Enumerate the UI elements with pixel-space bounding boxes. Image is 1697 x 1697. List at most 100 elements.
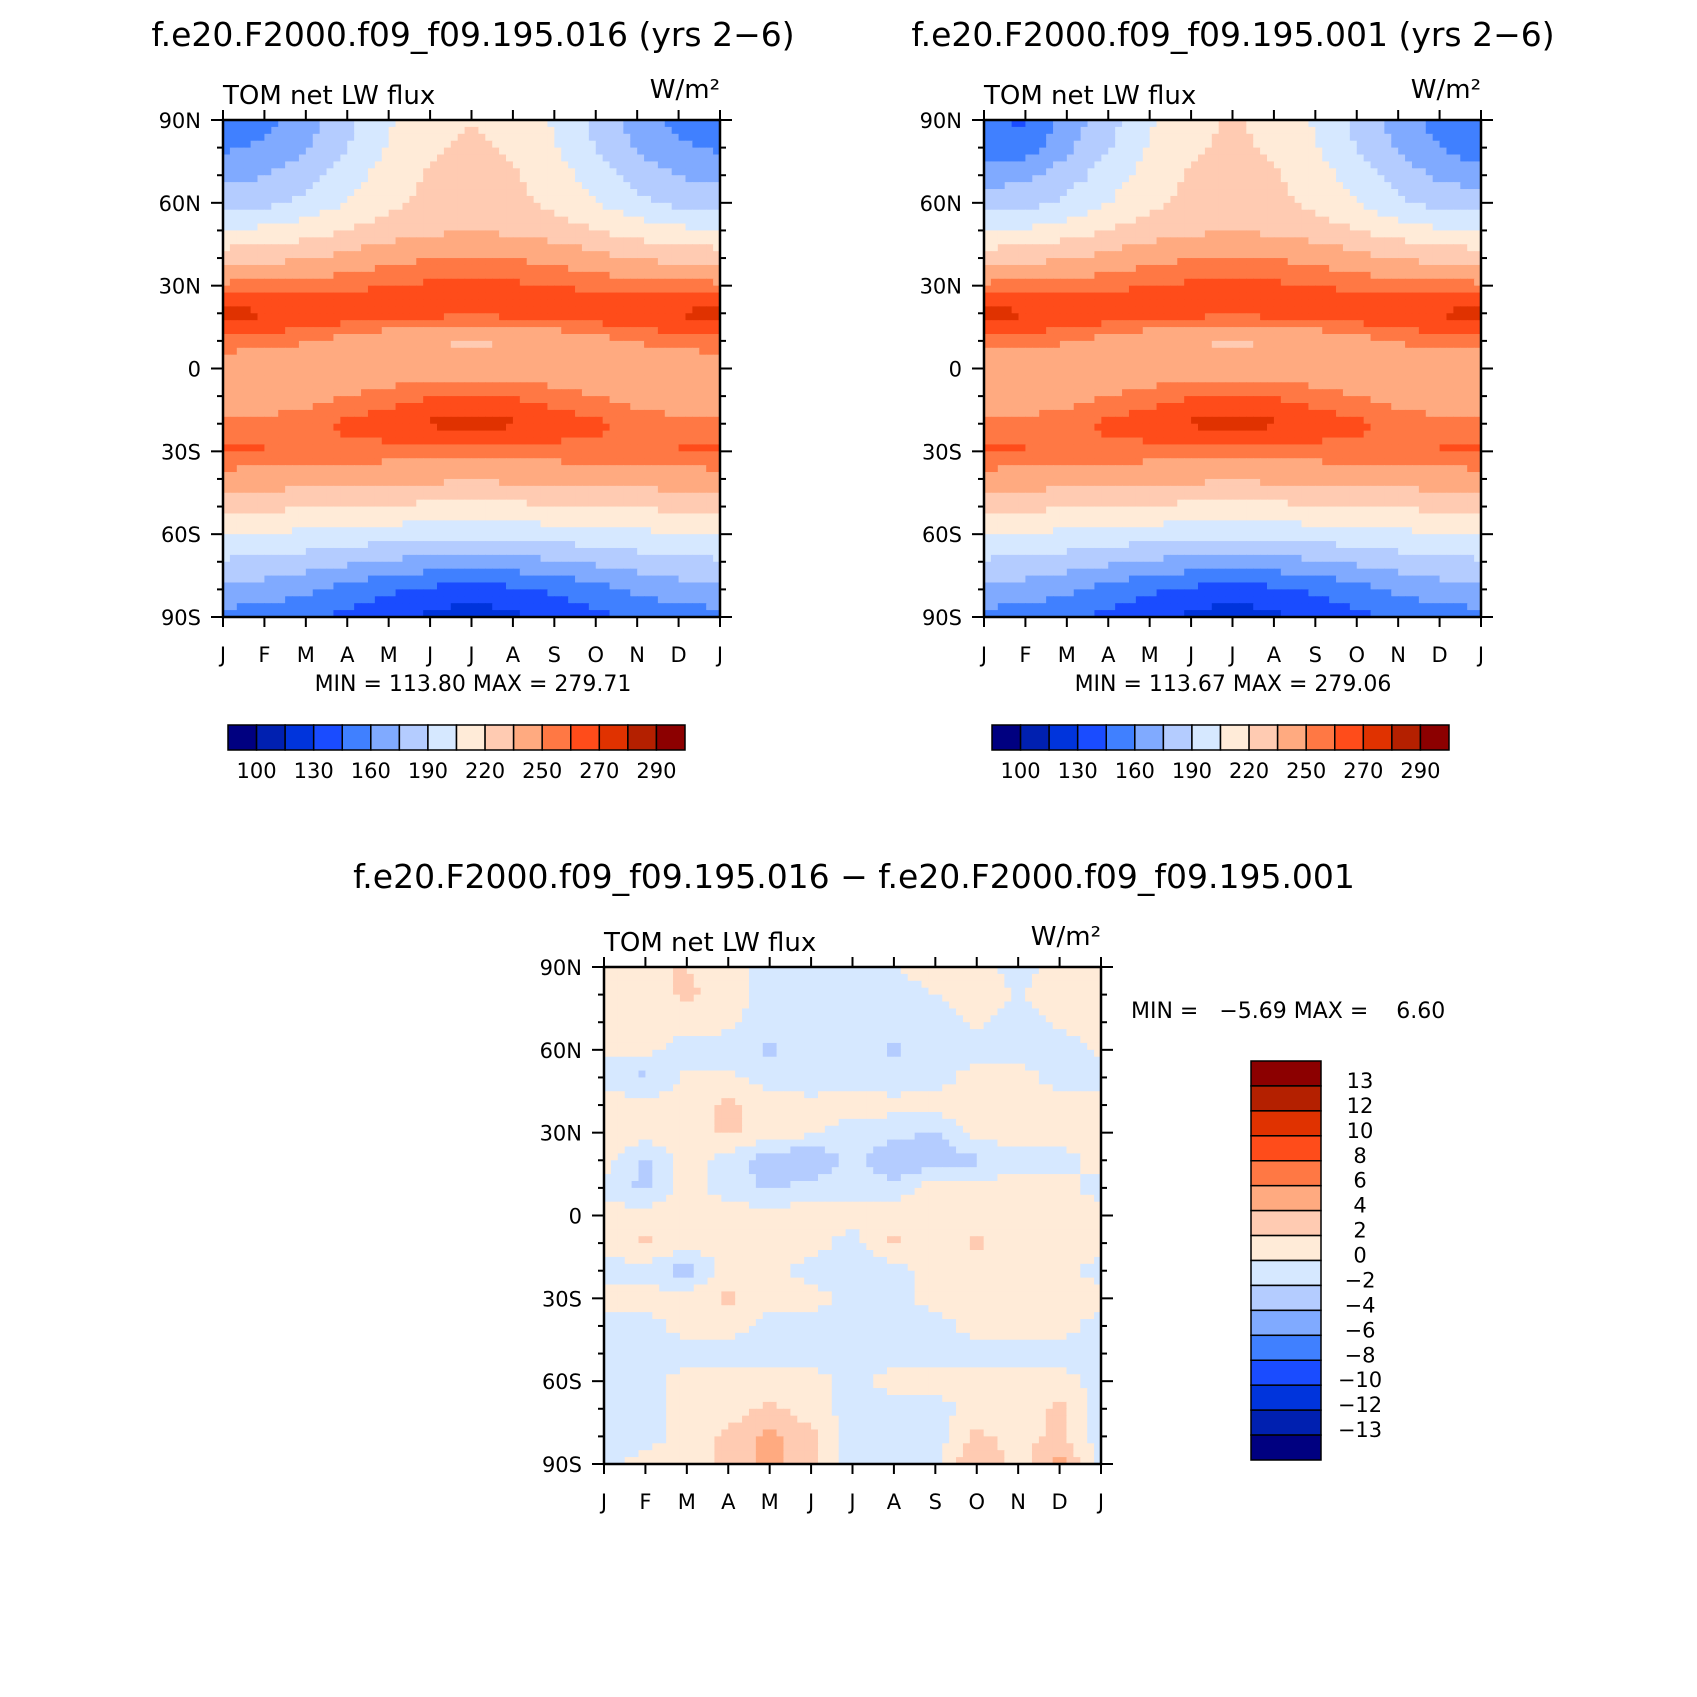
contour-cell bbox=[354, 161, 362, 169]
contour-cell bbox=[588, 527, 597, 535]
contour-cell bbox=[644, 175, 652, 183]
contour-cell bbox=[271, 437, 279, 446]
contour-cell bbox=[423, 409, 431, 418]
contour-cell bbox=[354, 237, 362, 245]
contour-cell bbox=[305, 244, 314, 252]
contour-cell bbox=[319, 582, 328, 590]
contour-cell bbox=[699, 230, 707, 238]
contour-cell bbox=[443, 161, 452, 169]
contour-cell bbox=[250, 437, 259, 446]
contour-cell bbox=[588, 375, 597, 383]
contour-cell bbox=[450, 168, 459, 176]
contour-cell bbox=[547, 202, 555, 211]
contour-cell bbox=[678, 520, 687, 528]
contour-cell bbox=[464, 527, 473, 535]
contour-cell bbox=[298, 389, 307, 397]
contour-cell bbox=[657, 340, 666, 349]
contour-cell bbox=[361, 568, 369, 577]
contour-cell bbox=[664, 230, 673, 238]
contour-cell bbox=[381, 368, 390, 376]
contour-cell bbox=[492, 223, 500, 232]
contour-cell bbox=[512, 354, 521, 363]
contour-cell bbox=[271, 451, 279, 459]
contour-cell bbox=[278, 140, 286, 149]
contour-cell bbox=[588, 189, 597, 197]
contour-cell bbox=[409, 506, 417, 515]
contour-cell bbox=[381, 485, 390, 494]
contour-cell bbox=[443, 340, 452, 349]
contour-cell bbox=[223, 327, 231, 335]
contour-cell bbox=[471, 168, 479, 176]
contour-cell bbox=[519, 340, 528, 349]
contour-cell bbox=[485, 375, 493, 383]
contour-cell bbox=[409, 216, 417, 225]
contour-cell bbox=[305, 237, 314, 245]
contour-cell bbox=[547, 251, 555, 259]
contour-cell bbox=[436, 195, 445, 204]
contour-cell bbox=[319, 154, 328, 163]
contour-cell bbox=[250, 292, 259, 301]
contour-cell bbox=[423, 237, 431, 245]
contour-cell bbox=[678, 382, 687, 390]
contour-cell bbox=[561, 561, 569, 570]
contour-cell bbox=[340, 271, 348, 280]
contour-cell bbox=[388, 120, 397, 128]
contour-cell bbox=[526, 327, 535, 335]
contour-cell bbox=[340, 409, 348, 418]
contour-cell bbox=[506, 264, 514, 273]
contour-cell bbox=[499, 465, 507, 473]
contour-cell bbox=[699, 478, 707, 487]
contour-cell bbox=[319, 361, 328, 370]
contour-cell bbox=[402, 354, 410, 363]
contour-cell bbox=[305, 223, 314, 232]
contour-cell bbox=[436, 561, 445, 570]
contour-cell bbox=[223, 320, 231, 328]
contour-cell bbox=[519, 320, 528, 328]
contour-cell bbox=[492, 251, 500, 259]
contour-cell bbox=[692, 527, 700, 535]
contour-cell bbox=[361, 147, 369, 156]
contour-cell bbox=[292, 354, 300, 363]
contour-cell bbox=[416, 409, 424, 418]
contour-cell bbox=[540, 554, 549, 563]
contour-cell bbox=[706, 409, 714, 418]
contour-cell bbox=[706, 506, 714, 515]
contour-cell bbox=[471, 175, 479, 183]
contour-cell bbox=[395, 271, 404, 280]
contour-cell bbox=[278, 313, 286, 321]
contour-cell bbox=[575, 534, 583, 542]
contour-cell bbox=[374, 520, 383, 528]
contour-cell bbox=[333, 299, 341, 307]
contour-cell bbox=[402, 340, 410, 349]
contour-cell bbox=[588, 347, 597, 356]
contour-cell bbox=[236, 313, 245, 321]
contour-cell bbox=[381, 154, 390, 163]
contour-cell bbox=[506, 347, 514, 356]
contour-cell bbox=[533, 423, 542, 432]
contour-cell bbox=[264, 271, 272, 280]
contour-cell bbox=[519, 195, 528, 204]
contour-cell bbox=[243, 140, 252, 149]
contour-cell bbox=[464, 478, 473, 487]
contour-cell bbox=[616, 216, 624, 225]
contour-cell bbox=[430, 189, 438, 197]
contour-cell bbox=[609, 561, 618, 570]
contour-cell bbox=[595, 244, 604, 252]
contour-cell bbox=[478, 285, 486, 294]
contour-cell bbox=[561, 271, 569, 280]
contour-cell bbox=[644, 195, 652, 204]
contour-cell bbox=[678, 175, 687, 183]
contour-cell bbox=[650, 506, 659, 515]
contour-cell bbox=[602, 140, 611, 149]
contour-cell bbox=[581, 133, 590, 142]
contour-cell bbox=[367, 582, 376, 590]
contour-cell bbox=[333, 168, 341, 176]
contour-cell bbox=[326, 506, 335, 515]
contour-cell bbox=[430, 292, 438, 301]
contour-cell bbox=[637, 375, 645, 383]
contour-cell bbox=[499, 230, 507, 238]
contour-cell bbox=[692, 251, 700, 259]
contour-cell bbox=[464, 278, 473, 287]
contour-cell bbox=[609, 499, 618, 508]
contour-cell bbox=[319, 189, 328, 197]
